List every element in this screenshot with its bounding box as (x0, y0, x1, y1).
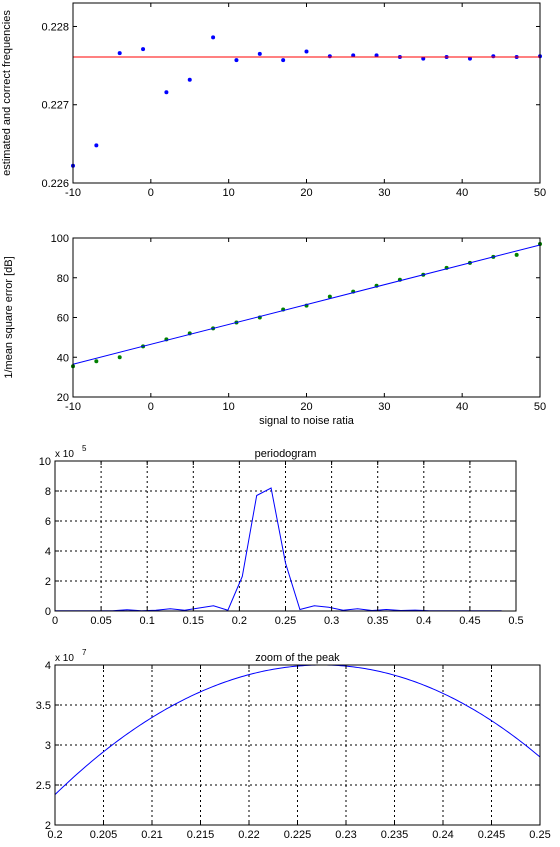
x-tick-label: 50 (534, 187, 546, 199)
x-tick-label: 0.15 (183, 615, 204, 627)
x-tick-label: 0.235 (381, 829, 409, 841)
x-tick-label: 0 (52, 615, 58, 627)
data-point (187, 77, 192, 82)
x-tick-label: 0.3 (324, 615, 339, 627)
series-2 (72, 244, 541, 365)
data-point (94, 359, 99, 364)
data-point (514, 252, 519, 257)
data-point (234, 58, 239, 63)
x-tick-label: 0.45 (459, 615, 480, 627)
data-point (94, 143, 99, 148)
data-point (304, 49, 309, 54)
x-tick-label: -10 (65, 401, 81, 413)
y-tick-label: 4 (45, 546, 51, 558)
x-tick-label: 0.1 (140, 615, 155, 627)
y-tick-label: 80 (57, 273, 69, 285)
x-tick-label: 0.22 (238, 829, 259, 841)
x-tick-label: 0.2 (47, 829, 62, 841)
y-tick-label: 100 (51, 233, 69, 245)
x-tick-label: 0.35 (367, 615, 388, 627)
plot-area (73, 3, 540, 183)
y-tick-label: 20 (57, 392, 69, 404)
data-point (257, 51, 262, 56)
y-tick-label: 4 (45, 660, 51, 672)
x-tick-label: 0.4 (416, 615, 431, 627)
series-1 (55, 487, 502, 612)
y-tick-label: 2.5 (36, 780, 51, 792)
x-tick-label: 10 (223, 401, 235, 413)
x-tick-label: 0.23 (335, 829, 356, 841)
data-point (281, 58, 286, 63)
data-point (117, 51, 122, 56)
y-tick-label: 0.227 (41, 100, 69, 112)
x-tick-label: 10 (223, 187, 235, 199)
axes-2: -10 0 10 20 30 40 50 20 40 60 80 100 1/mean square e… (3, 233, 546, 427)
x-axis-label: signal to noise ratia (259, 415, 355, 427)
data-point (374, 53, 379, 58)
exponent-value: 7 (82, 648, 87, 657)
x-tick-label: 0.21 (141, 829, 162, 841)
y-tick-label: 3.5 (36, 700, 51, 712)
y-tick-label: 0 (45, 606, 51, 618)
series-line (72, 244, 541, 365)
x-tick-label: 0 (148, 187, 154, 199)
x-tick-label: 40 (456, 187, 468, 199)
y-axis-label: 1/mean square error [dB] (3, 256, 15, 378)
y-tick-label: 2 (45, 576, 51, 588)
y-tick-label: 2 (45, 820, 51, 832)
y-tick-label: 8 (45, 486, 51, 498)
x-tick-label: 0 (148, 401, 154, 413)
data-point (491, 54, 496, 59)
x-tick-label: 0.215 (187, 829, 215, 841)
data-point (421, 56, 426, 61)
x-tick-label: 0.05 (90, 615, 111, 627)
x-tick-label: 20 (300, 401, 312, 413)
exponent-label: x 10 (55, 653, 74, 664)
x-tick-label: 0.5 (508, 615, 523, 627)
y-tick-label: 6 (45, 516, 51, 528)
y-tick-label: 10 (39, 456, 51, 468)
x-tick-label: 50 (534, 401, 546, 413)
data-point (467, 56, 472, 61)
data-point (141, 47, 146, 52)
axes-title: periodogram (255, 448, 317, 460)
x-tick-label: 30 (378, 187, 390, 199)
data-point (164, 90, 169, 95)
data-point (327, 54, 332, 59)
y-tick-label: 0.228 (41, 21, 69, 33)
y-tick-label: 0.226 (41, 178, 69, 190)
y-tick-label: 60 (57, 313, 69, 325)
axes-3: 0 0.05 0.1 0.15 0.2 0.25 0.3 0.35 0.4 0.45 0.5 0 2 4 6… (39, 444, 524, 627)
x-tick-label: 30 (378, 401, 390, 413)
data-point (327, 294, 332, 299)
data-point (211, 35, 216, 40)
axes-4: 0.2 0.205 0.21 0.215 0.22 0.225 0.23 0.235 0.24 0… (36, 648, 551, 841)
x-tick-label: 0.205 (90, 829, 118, 841)
series-1 (71, 35, 542, 168)
x-tick-label: -10 (65, 187, 81, 199)
y-tick-label: 3 (45, 740, 51, 752)
series-line (55, 487, 502, 612)
x-tick-label: 0.245 (478, 829, 506, 841)
exponent-value: 5 (82, 444, 87, 453)
data-point (351, 53, 356, 58)
y-axis-label: estimated and correct frequencies (1, 10, 13, 176)
x-tick-label: 0.24 (432, 829, 453, 841)
x-tick-label: 0.25 (275, 615, 296, 627)
data-point (117, 355, 122, 360)
axes-title: zoom of the peak (255, 652, 340, 664)
x-tick-label: 0.25 (529, 829, 550, 841)
x-tick-label: 0.2 (232, 615, 247, 627)
y-tick-label: 40 (57, 352, 69, 364)
x-tick-label: 0.225 (284, 829, 312, 841)
x-tick-label: 40 (456, 401, 468, 413)
x-tick-label: 20 (300, 187, 312, 199)
exponent-label: x 10 (55, 449, 74, 460)
axes-1: -10 0 10 20 30 40 50 0.226 0.227 0.228 estimated a… (1, 2, 546, 199)
